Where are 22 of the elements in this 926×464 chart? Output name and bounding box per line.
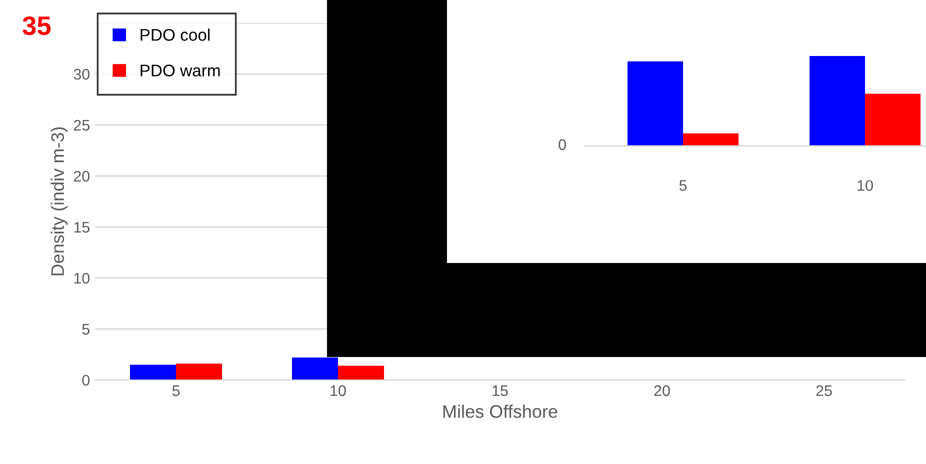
x-tick-label: 10	[330, 385, 346, 396]
y-tick-label: 25	[74, 120, 90, 131]
x-tick-label: 15	[492, 385, 508, 396]
y-tick-label: 10	[74, 272, 90, 284]
bar	[865, 94, 921, 146]
x-tick-label: 5	[172, 385, 180, 396]
y-axis-title: Density (indiv m-3)	[50, 127, 68, 276]
bar	[683, 133, 739, 146]
y-tick-label: 30	[74, 68, 90, 80]
legend-label: PDO warm	[140, 64, 220, 76]
y-tick-label: 5	[82, 324, 90, 335]
legend-label: PDO cool	[140, 28, 210, 41]
bar	[810, 56, 866, 146]
x-tick-label: 20	[654, 385, 670, 396]
x-axis-title: Miles Offshore	[443, 404, 558, 418]
annotation: 0	[558, 139, 566, 150]
y-tick-label: 15	[74, 222, 90, 233]
y-tick-label: 20	[74, 170, 90, 182]
y-tick-label: 0	[82, 374, 90, 386]
bar	[628, 61, 684, 146]
x-tick-label: 25	[816, 385, 832, 396]
text: 35	[22, 16, 51, 36]
